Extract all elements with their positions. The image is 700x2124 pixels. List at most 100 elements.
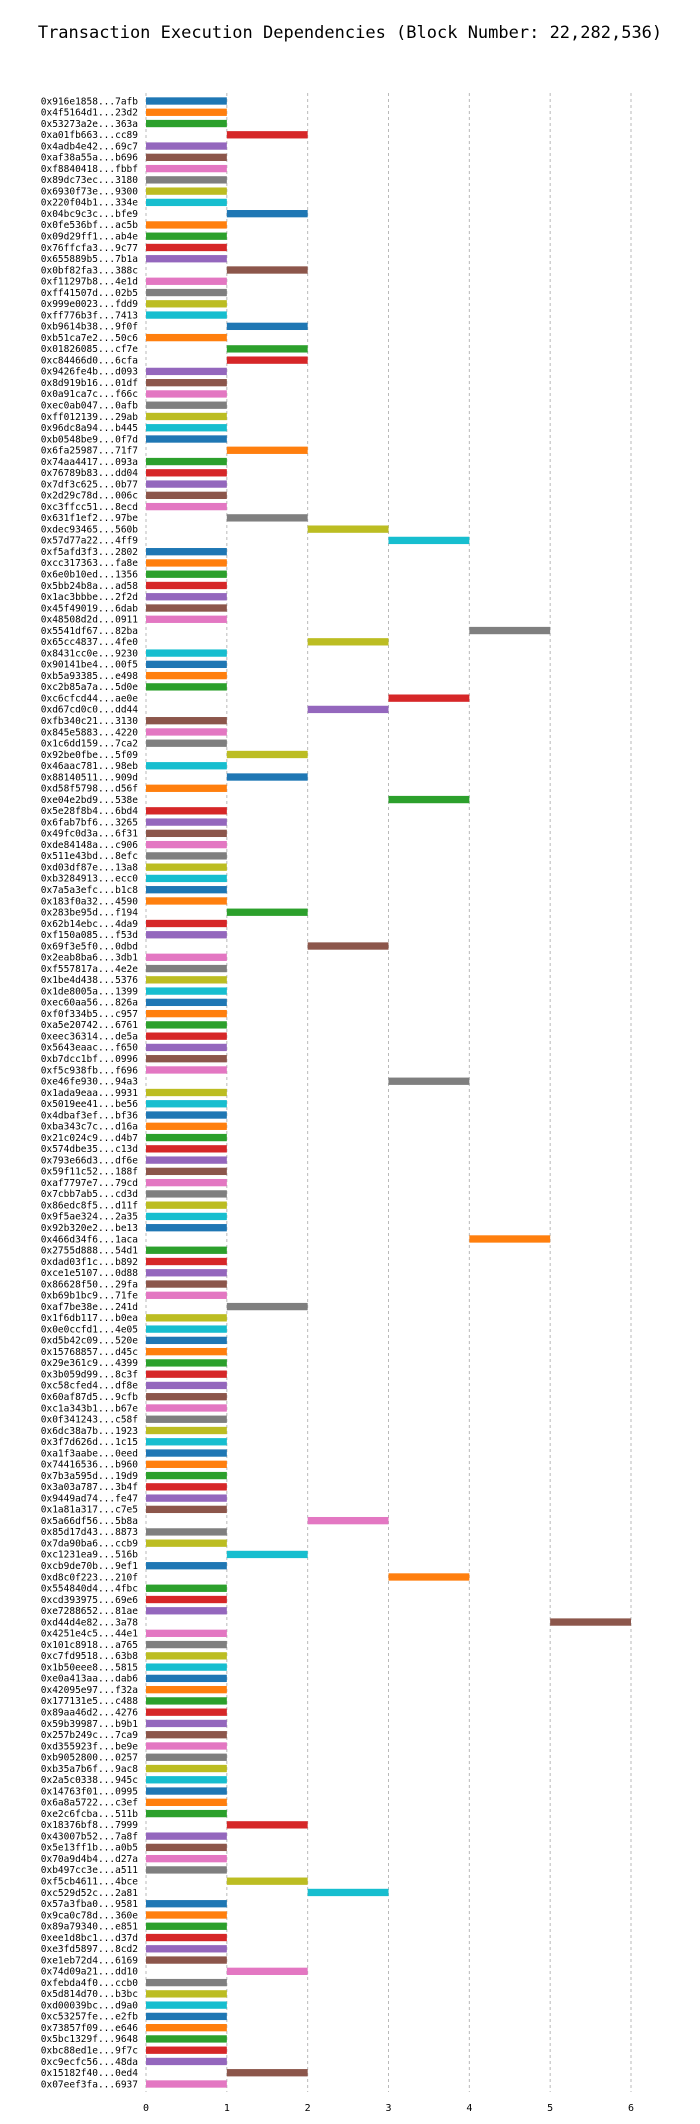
tx-label: 0xc9ecfc56...48da	[41, 2057, 138, 2068]
tx-bar	[146, 1145, 227, 1153]
tx-label: 0x90141be4...00f5	[41, 660, 138, 671]
tx-bar	[146, 953, 227, 961]
tx-bar	[146, 1742, 227, 1750]
tx-bar	[146, 255, 227, 263]
tx-bar	[146, 198, 227, 207]
tx-bar	[146, 232, 227, 240]
tx-label: 0x1c6dd159...7ca2	[41, 739, 138, 750]
tx-bar	[146, 457, 227, 466]
x-tick-label: 6	[628, 2103, 634, 2114]
tx-label: 0x86628f50...29fa	[41, 1279, 138, 1290]
tx-bar	[146, 367, 227, 376]
tx-label: 0xff776b3f...7413	[41, 310, 138, 321]
tx-label: 0x5bb24b8a...ad58	[41, 581, 139, 592]
tx-label: 0x1ada9eaa...9931	[41, 1088, 139, 1099]
tx-bar	[307, 638, 389, 646]
tx-label: 0xff012139...29ab	[41, 412, 139, 423]
tx-bar	[146, 1178, 227, 1187]
tx-bar	[388, 536, 470, 545]
tx-label: 0x466d34f6...1aca	[41, 1234, 138, 1245]
tx-bar	[146, 1471, 227, 1480]
tx-bar	[146, 311, 227, 319]
tx-label: 0xf8840418...fbbf	[41, 164, 138, 175]
tx-label: 0xd5b42c09...520e	[41, 1336, 139, 1347]
tx-label: 0x7b3a595d...19d9	[41, 1471, 139, 1482]
tx-label: 0x76789b83...dd04	[41, 468, 139, 479]
tx-bar	[146, 1798, 227, 1806]
tx-bar	[146, 1404, 227, 1412]
tx-bar	[226, 1550, 308, 1559]
tx-label: 0xb69b1bc9...71fe	[41, 1291, 139, 1302]
tx-bar	[226, 446, 308, 454]
tx-label: 0x916e1858...7afb	[41, 96, 139, 107]
tx-label: 0x8431cc0e...9230	[41, 648, 139, 659]
tx-bar	[146, 1336, 227, 1345]
tx-bar	[146, 671, 227, 680]
tx-bar	[146, 1505, 227, 1514]
tx-label: 0x6dc38a7b...1923	[41, 1426, 138, 1437]
tx-label: 0xdad03f1c...b892	[41, 1257, 138, 1268]
tx-label: 0x257b249c...7ca9	[41, 1730, 139, 1741]
tx-bar	[146, 897, 227, 905]
tx-bar	[469, 1235, 551, 1243]
x-tick-label: 1	[224, 2103, 230, 2114]
tx-label: 0xd8c0f223...210f	[41, 1572, 138, 1583]
tx-bar	[146, 1584, 227, 1592]
tx-label: 0x6a8a5722...c3ef	[41, 1798, 138, 1809]
tx-label: 0x14763f01...0995	[41, 1786, 138, 1797]
tx-bar	[146, 1100, 227, 1108]
tx-bar	[146, 1483, 227, 1491]
tx-label: 0x283be95d...f194	[41, 908, 139, 919]
tx-bar	[146, 221, 227, 229]
tx-bar	[146, 818, 227, 826]
tx-bar	[146, 2012, 227, 2021]
tx-label: 0xb9052800...0257	[41, 1753, 138, 1764]
tx-bar	[146, 1809, 227, 1818]
tx-bar	[146, 1291, 227, 1299]
tx-bar	[146, 1595, 227, 1604]
tx-label: 0xc1a343b1...b67e	[41, 1403, 139, 1414]
tx-label: 0x92be0fbe...5f09	[41, 750, 139, 761]
tx-label: 0x9f5ae324...2a35	[41, 1212, 138, 1223]
tx-label: 0x65cc4837...4fe0	[41, 637, 139, 648]
tx-bar	[146, 1629, 227, 1637]
tx-label: 0xaf7be38e...241d	[41, 1302, 138, 1313]
tx-label: 0x2d29c78d...006c	[41, 491, 138, 502]
tx-label: 0x5e13ff1b...a0b5	[41, 1843, 138, 1854]
tx-bar	[388, 1077, 470, 1085]
tx-label: 0xb0548be9...0f7d	[41, 434, 138, 445]
tx-label: 0x09d29ff1...ab4e	[41, 232, 139, 243]
tx-label: 0x1f6db117...b0ea	[41, 1313, 138, 1324]
tx-label: 0x07eef3fa...6937	[41, 2079, 138, 2090]
tx-label: 0xe7288652...81ae	[41, 1606, 139, 1617]
tx-bar	[146, 1832, 227, 1840]
tx-bar	[146, 660, 227, 669]
tx-label: 0x86edc8f5...d11f	[41, 1200, 138, 1211]
tx-label: 0x0fe536bf...ac5b	[41, 220, 139, 231]
tx-bar	[146, 142, 227, 150]
tx-label: 0x183f0a32...4590	[41, 896, 139, 907]
tx-bar	[146, 1314, 227, 1322]
tx-label: 0xb51ca7e2...50c6	[41, 333, 139, 344]
tx-bar	[146, 1922, 227, 1930]
tx-bar	[307, 525, 389, 533]
tx-label: 0x73857f09...e646	[41, 2023, 139, 2034]
tx-label: 0x220f04b1...334e	[41, 198, 139, 209]
tx-bar	[146, 1866, 227, 1874]
tx-label: 0xbc88ed1e...9f7c	[41, 2045, 138, 2056]
y-axis-labels: 0x916e1858...7afb0x4f5164d1...23d20x5327…	[41, 96, 139, 2090]
tx-label: 0x0bf82fa3...388c	[41, 265, 138, 276]
tx-bar	[146, 1009, 227, 1018]
tx-label: 0x89aa46d2...4276	[41, 1707, 139, 1718]
tx-bar	[146, 1426, 227, 1435]
tx-bar	[146, 412, 227, 421]
tx-bar	[146, 762, 227, 770]
tx-bar	[146, 1167, 227, 1176]
tx-bar	[146, 1607, 227, 1615]
tx-bar	[146, 1945, 227, 1953]
tx-label: 0xf150a085...f53d	[41, 930, 138, 941]
tx-bar	[146, 2080, 227, 2088]
tx-label: 0xa5e20742...6761	[41, 1020, 139, 1031]
tx-bar	[226, 1877, 308, 1885]
tx-bar	[146, 840, 227, 849]
